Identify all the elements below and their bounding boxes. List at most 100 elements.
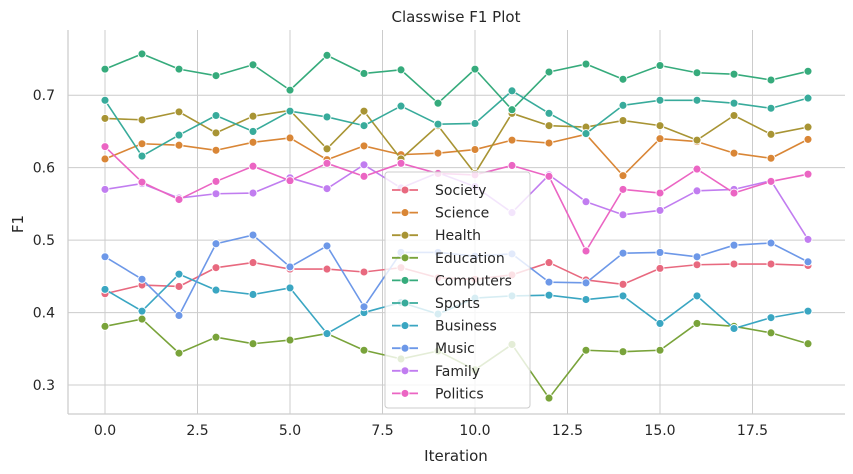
data-point-politics	[803, 169, 813, 179]
legend-box	[384, 171, 531, 409]
data-point-politics	[618, 184, 628, 194]
data-point-science	[285, 133, 295, 143]
data-point-sports	[100, 95, 110, 105]
legend-marker	[400, 321, 410, 331]
data-point-computers	[507, 105, 517, 115]
y-axis-label: F1	[9, 215, 27, 233]
x-tick-label: 12.5	[552, 423, 583, 439]
series-computers	[100, 49, 813, 115]
data-point-health	[729, 111, 739, 120]
data-point-sports	[396, 101, 406, 111]
y-tick-label: 0.7	[33, 88, 55, 104]
y-tick-label: 0.4	[33, 306, 55, 322]
data-point-society	[766, 259, 776, 269]
chart-title: Classwise F1 Plot	[392, 8, 521, 26]
y-tick-label: 0.6	[33, 161, 55, 177]
data-point-society	[618, 279, 628, 289]
series-line-computers	[104, 53, 809, 111]
data-point-education	[174, 348, 184, 358]
data-point-business	[729, 324, 739, 333]
legend-item-family: Family	[392, 364, 480, 380]
data-point-family	[211, 189, 221, 199]
data-point-health	[100, 113, 110, 123]
data-point-computers	[803, 66, 813, 76]
data-point-business	[137, 306, 147, 316]
data-point-science	[803, 134, 813, 144]
data-point-music	[581, 278, 591, 288]
x-axis-label: Iteration	[424, 447, 488, 465]
data-point-education	[137, 314, 147, 324]
y-tick-label: 0.5	[33, 233, 55, 249]
legend-item-computers: Computers	[392, 273, 512, 289]
x-tick-label: 17.5	[737, 423, 768, 439]
data-point-health	[248, 111, 258, 121]
data-point-society	[729, 259, 739, 269]
data-point-education	[581, 345, 591, 355]
data-point-computers	[581, 59, 591, 69]
data-point-computers	[211, 71, 221, 81]
data-point-science	[174, 140, 184, 150]
data-point-family	[581, 197, 591, 207]
legend-label: Family	[435, 364, 480, 380]
data-point-society	[655, 263, 665, 273]
data-point-computers	[618, 74, 628, 84]
data-point-health	[174, 107, 184, 117]
data-point-business	[322, 329, 332, 339]
data-point-sports	[470, 119, 480, 128]
data-point-family	[618, 210, 628, 220]
legend-label: Business	[435, 319, 497, 335]
data-point-health	[359, 106, 369, 116]
data-point-education	[100, 321, 110, 331]
data-point-health	[322, 144, 332, 154]
data-point-science	[766, 153, 776, 163]
data-point-politics	[100, 142, 110, 152]
data-point-music	[729, 240, 739, 250]
y-tick-label: 0.3	[33, 378, 55, 394]
data-point-music	[544, 277, 554, 287]
data-point-health	[544, 121, 554, 131]
data-point-science	[470, 145, 480, 154]
data-point-health	[803, 122, 813, 132]
axes-spines	[67, 30, 845, 415]
data-point-music	[359, 302, 369, 312]
data-point-education	[655, 345, 665, 355]
data-point-sports	[692, 95, 702, 105]
data-point-sports	[359, 121, 369, 131]
data-point-sports	[581, 129, 591, 139]
legend-item-politics: Politics	[392, 386, 484, 402]
data-point-sports	[803, 93, 813, 103]
data-point-music	[100, 252, 110, 262]
data-point-computers	[248, 60, 258, 70]
data-point-society	[359, 267, 369, 277]
legend-item-society: Society	[392, 183, 486, 199]
data-point-computers	[433, 98, 443, 108]
data-point-computers	[137, 49, 147, 59]
data-point-computers	[544, 67, 554, 77]
legend-marker	[400, 275, 410, 285]
data-point-politics	[692, 164, 702, 174]
data-point-business	[544, 290, 554, 300]
data-point-politics	[507, 161, 517, 170]
data-point-education	[285, 335, 295, 345]
x-tick-label: 5.0	[279, 423, 301, 439]
data-point-politics	[729, 188, 739, 198]
series-line-sports	[104, 90, 809, 157]
data-point-society	[322, 264, 332, 274]
data-point-business	[618, 291, 628, 301]
data-point-health	[655, 121, 665, 131]
data-point-society	[248, 258, 258, 268]
legend-item-education: Education	[392, 251, 505, 267]
data-point-society	[174, 282, 184, 291]
legend-label: Health	[435, 228, 481, 244]
data-point-health	[692, 135, 702, 145]
data-point-sports	[507, 86, 517, 96]
data-point-computers	[655, 61, 665, 70]
legend-label: Music	[435, 341, 475, 357]
data-point-sports	[618, 100, 628, 110]
data-point-music	[211, 239, 221, 249]
data-point-education	[803, 339, 813, 349]
data-point-education	[766, 328, 776, 338]
data-point-politics	[544, 171, 554, 181]
data-point-business	[581, 295, 591, 304]
